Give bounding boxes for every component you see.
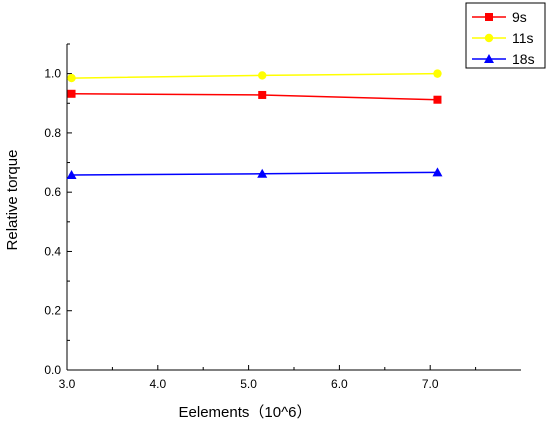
legend: 9s 11s 18s <box>465 2 546 69</box>
data-point <box>433 69 442 78</box>
legend-item: 11s <box>472 30 534 46</box>
y-tick-label: 0.2 <box>44 304 61 318</box>
data-point <box>258 90 267 99</box>
y-tick-label: 0.4 <box>44 244 61 258</box>
legend-item: 18s <box>472 51 535 67</box>
y-tick-label: 0.8 <box>44 126 61 140</box>
data-point <box>433 95 442 104</box>
series-layer <box>66 69 443 179</box>
data-point <box>66 169 77 179</box>
series-line <box>71 93 438 101</box>
x-tick-label: 6.0 <box>331 377 348 391</box>
series-line <box>71 171 438 176</box>
x-tick-label: 7.0 <box>422 377 439 391</box>
series-9s <box>67 89 442 104</box>
x-tick-label: 3.0 <box>59 377 76 391</box>
x-axis-title: Eelements（10^6） <box>179 404 312 421</box>
series-18s <box>66 167 443 179</box>
legend-label: 9s <box>512 9 527 25</box>
data-point <box>258 71 267 80</box>
legend-marker <box>485 13 493 21</box>
y-tick-label: 1.0 <box>44 67 61 81</box>
legend-marker <box>484 33 494 43</box>
legend-label: 11s <box>512 30 534 46</box>
series-line <box>71 72 438 79</box>
x-tick-label: 5.0 <box>240 377 257 391</box>
legend-item: 9s <box>472 9 527 25</box>
data-point <box>67 89 76 98</box>
data-point <box>257 168 268 178</box>
data-point <box>67 73 76 83</box>
data-point <box>432 167 443 177</box>
x-tick-label: 4.0 <box>149 377 166 391</box>
y-axis-ticks: 0.0 0.2 0.4 0.6 0.8 1.0 <box>44 43 72 377</box>
plot-area: 3.0 4.0 5.0 6.0 7.0 0.0 0.2 0.4 0.6 0.8 1.0 <box>44 43 521 391</box>
legend-label: 18s <box>512 51 535 67</box>
y-axis-title: Relative torque <box>4 150 21 251</box>
legend-marker <box>484 54 494 63</box>
series-11s <box>67 69 442 83</box>
x-axis-ticks: 3.0 4.0 5.0 6.0 7.0 <box>59 365 477 391</box>
legend-box <box>465 2 546 69</box>
y-tick-label: 0.0 <box>44 363 61 377</box>
y-tick-label: 0.6 <box>44 185 61 199</box>
